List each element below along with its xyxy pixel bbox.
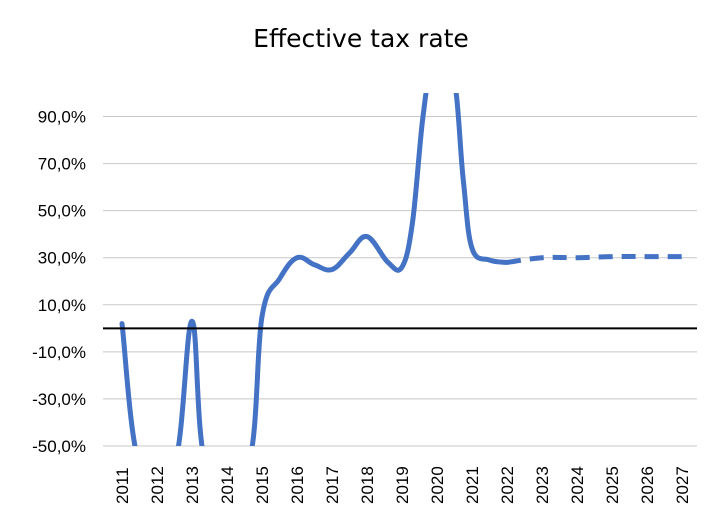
x-tick-label: 2014: [218, 466, 237, 504]
x-tick-label: 2013: [183, 466, 202, 504]
x-tick-label: 2012: [148, 466, 167, 504]
forecast-series-line: [506, 253, 682, 265]
x-tick-label: 2023: [533, 466, 552, 504]
x-tick-label: 2019: [393, 466, 412, 504]
x-tick-label: 2027: [673, 466, 692, 504]
y-axis-tick-labels: -50,0% -30,0% -10,0% 10,0% 30,0% 50,0% 70,0% 90…: [32, 108, 86, 456]
chart-title: Effective tax rate: [253, 24, 469, 53]
x-tick-label: 2022: [498, 466, 517, 504]
y-tick-label: 70,0%: [38, 155, 86, 174]
x-tick-label: 2020: [428, 466, 447, 504]
x-tick-label: 2016: [288, 466, 307, 504]
x-tick-label: 2015: [253, 466, 272, 504]
y-tick-label: 10,0%: [38, 296, 86, 315]
y-tick-label: 30,0%: [38, 249, 86, 268]
x-tick-label: 2017: [323, 466, 342, 504]
series-lines: [119, 93, 682, 446]
y-tick-label: -10,0%: [32, 343, 86, 362]
gridlines: [103, 116, 697, 447]
actual-series-line: [119, 93, 510, 446]
x-tick-label: 2024: [568, 466, 587, 504]
y-tick-label: -50,0%: [32, 437, 86, 456]
x-tick-label: 2018: [358, 466, 377, 504]
y-tick-label: 90,0%: [38, 108, 86, 127]
x-tick-label: 2021: [463, 466, 482, 504]
y-tick-label: -30,0%: [32, 390, 86, 409]
x-axis-tick-labels: 2011 2012 2013 2014 2015 2016 2017 2018 2019 2020…: [113, 466, 692, 504]
x-tick-label: 2011: [113, 467, 132, 504]
y-tick-label: 50,0%: [38, 202, 86, 221]
x-tick-label: 2025: [603, 466, 622, 504]
x-tick-label: 2026: [638, 466, 657, 504]
